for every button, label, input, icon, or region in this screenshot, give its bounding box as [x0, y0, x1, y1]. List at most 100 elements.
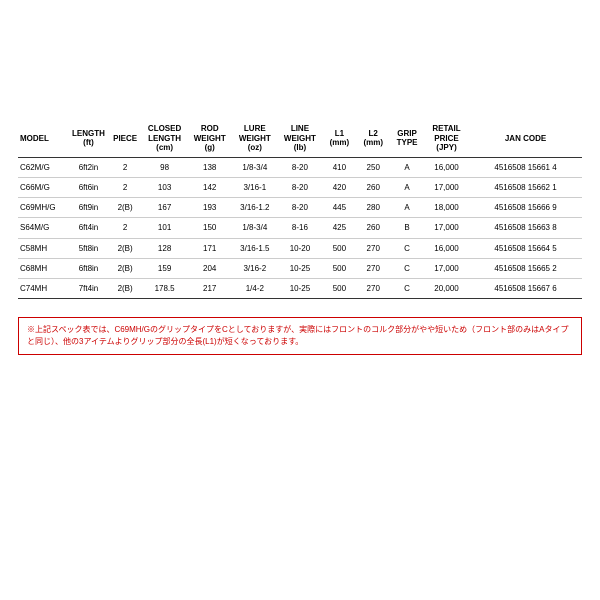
table-cell: 2(B)	[108, 278, 142, 298]
table-cell: C68MH	[18, 258, 69, 278]
table-cell: 16,000	[424, 157, 469, 177]
table-cell: 17,000	[424, 177, 469, 197]
table-cell: 159	[142, 258, 187, 278]
col-header: GRIPTYPE	[390, 120, 424, 157]
table-cell: C58MH	[18, 238, 69, 258]
table-cell: 128	[142, 238, 187, 258]
table-cell: 6ft4in	[69, 218, 108, 238]
table-row: C62M/G6ft2in2981381/8-3/48-20410250A16,0…	[18, 157, 582, 177]
table-cell: B	[390, 218, 424, 238]
table-cell: 10-25	[277, 278, 322, 298]
col-header: MODEL	[18, 120, 69, 157]
table-cell: 500	[322, 238, 356, 258]
table-cell: 142	[187, 177, 232, 197]
table-cell: 8-20	[277, 198, 322, 218]
table-cell: C	[390, 278, 424, 298]
table-cell: 500	[322, 258, 356, 278]
table-cell: 6ft2in	[69, 157, 108, 177]
table-row: S64M/G6ft4in21011501/8-3/48-16425260B17,…	[18, 218, 582, 238]
table-cell: 138	[187, 157, 232, 177]
table-cell: 280	[356, 198, 390, 218]
col-header: JAN CODE	[469, 120, 582, 157]
table-cell: 260	[356, 218, 390, 238]
table-cell: 4516508 15662 1	[469, 177, 582, 197]
col-header: LENGTH(ft)	[69, 120, 108, 157]
table-cell: 98	[142, 157, 187, 177]
table-cell: 4516508 15664 5	[469, 238, 582, 258]
table-cell: 410	[322, 157, 356, 177]
col-header: L2(mm)	[356, 120, 390, 157]
table-cell: 420	[322, 177, 356, 197]
table-cell: 445	[322, 198, 356, 218]
table-cell: 4516508 15665 2	[469, 258, 582, 278]
table-cell: 1/4-2	[232, 278, 277, 298]
table-cell: A	[390, 177, 424, 197]
table-cell: 270	[356, 258, 390, 278]
table-cell: 2(B)	[108, 198, 142, 218]
table-cell: 4516508 15667 6	[469, 278, 582, 298]
table-cell: 500	[322, 278, 356, 298]
table-cell: 4516508 15666 9	[469, 198, 582, 218]
table-row: C74MH7ft4in2(B)178.52171/4-210-25500270C…	[18, 278, 582, 298]
table-cell: 10-20	[277, 238, 322, 258]
table-cell: 8-20	[277, 157, 322, 177]
table-cell: C74MH	[18, 278, 69, 298]
table-cell: 270	[356, 278, 390, 298]
table-cell: 103	[142, 177, 187, 197]
table-cell: 167	[142, 198, 187, 218]
table-cell: 2(B)	[108, 258, 142, 278]
table-cell: 3/16-1.2	[232, 198, 277, 218]
col-header: LUREWEIGHT(oz)	[232, 120, 277, 157]
footnote-text: ※上記スペック表では、C69MH/GのグリップタイプをCとしておりますが、実際に…	[27, 325, 568, 346]
table-cell: 4516508 15663 8	[469, 218, 582, 238]
table-cell: 2	[108, 157, 142, 177]
table-cell: 1/8-3/4	[232, 218, 277, 238]
table-cell: 5ft8in	[69, 238, 108, 258]
table-cell: 7ft4in	[69, 278, 108, 298]
table-cell: 270	[356, 238, 390, 258]
table-cell: S64M/G	[18, 218, 69, 238]
table-cell: 171	[187, 238, 232, 258]
table-cell: 204	[187, 258, 232, 278]
table-cell: 2	[108, 218, 142, 238]
table-cell: C66M/G	[18, 177, 69, 197]
table-cell: 4516508 15661 4	[469, 157, 582, 177]
table-cell: 1/8-3/4	[232, 157, 277, 177]
table-row: C58MH5ft8in2(B)1281713/16-1.510-20500270…	[18, 238, 582, 258]
table-cell: 2(B)	[108, 238, 142, 258]
table-cell: 3/16-1	[232, 177, 277, 197]
table-cell: 17,000	[424, 218, 469, 238]
col-header: LINEWEIGHT(lb)	[277, 120, 322, 157]
col-header: RODWEIGHT(g)	[187, 120, 232, 157]
table-cell: 20,000	[424, 278, 469, 298]
table-cell: 193	[187, 198, 232, 218]
table-cell: 8-20	[277, 177, 322, 197]
col-header: PIECE	[108, 120, 142, 157]
spec-table: MODELLENGTH(ft)PIECECLOSEDLENGTH(cm)RODW…	[18, 120, 582, 299]
table-cell: 260	[356, 177, 390, 197]
table-row: C69MH/G6ft9in2(B)1671933/16-1.28-2044528…	[18, 198, 582, 218]
table-cell: C	[390, 258, 424, 278]
table-cell: 178.5	[142, 278, 187, 298]
col-header: L1(mm)	[322, 120, 356, 157]
table-cell: 16,000	[424, 238, 469, 258]
table-cell: A	[390, 157, 424, 177]
table-cell: C69MH/G	[18, 198, 69, 218]
table-row: C66M/G6ft6in21031423/16-18-20420260A17,0…	[18, 177, 582, 197]
table-cell: 3/16-2	[232, 258, 277, 278]
table-cell: C	[390, 238, 424, 258]
table-cell: 250	[356, 157, 390, 177]
table-cell: 425	[322, 218, 356, 238]
table-cell: 3/16-1.5	[232, 238, 277, 258]
table-cell: 101	[142, 218, 187, 238]
table-cell: 150	[187, 218, 232, 238]
footnote-box: ※上記スペック表では、C69MH/GのグリップタイプをCとしておりますが、実際に…	[18, 317, 582, 355]
table-cell: 6ft9in	[69, 198, 108, 218]
table-cell: 6ft6in	[69, 177, 108, 197]
table-cell: 217	[187, 278, 232, 298]
col-header: CLOSEDLENGTH(cm)	[142, 120, 187, 157]
table-cell: 2	[108, 177, 142, 197]
col-header: RETAILPRICE(JPY)	[424, 120, 469, 157]
table-cell: C62M/G	[18, 157, 69, 177]
table-cell: 8-16	[277, 218, 322, 238]
